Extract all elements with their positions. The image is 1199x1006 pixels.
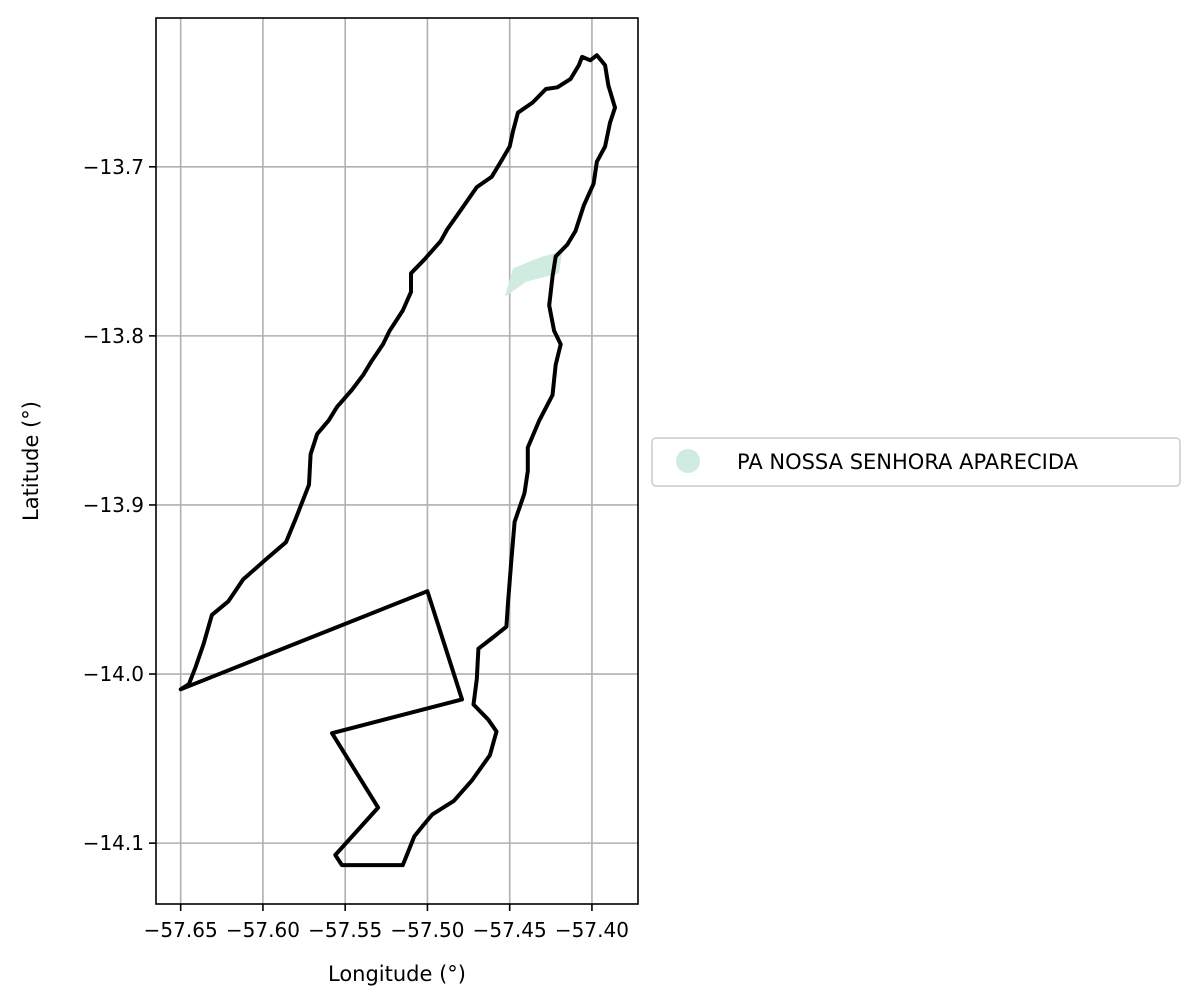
map-shapes xyxy=(178,53,617,868)
x-tick-label: −57.50 xyxy=(390,918,464,942)
x-tick-label: −57.65 xyxy=(144,918,218,942)
y-tick-label: −13.9 xyxy=(83,493,144,517)
settlement-polygon xyxy=(504,251,563,297)
y-tick-label: −14.0 xyxy=(83,662,144,686)
axis-ticks xyxy=(149,165,593,911)
y-tick-label: −13.8 xyxy=(83,324,144,348)
legend-box xyxy=(651,437,1181,487)
x-tick-label: −57.60 xyxy=(226,918,300,942)
plot-area-frame xyxy=(155,17,639,905)
boundary-outline xyxy=(178,53,617,868)
legend-label: PA NOSSA SENHORA APARECIDA xyxy=(737,450,1079,474)
legend: PA NOSSA SENHORA APARECIDA xyxy=(651,437,1181,487)
legend-marker xyxy=(676,449,700,473)
y-tick-label: −14.1 xyxy=(83,831,144,855)
x-tick-label: −57.45 xyxy=(473,918,547,942)
x-axis-label: Longitude (°) xyxy=(328,962,466,986)
grid-lines xyxy=(156,18,638,904)
axis-tick-labels: −57.65 −57.60 −57.55 −57.50 −57.45 −57.40 −13.… xyxy=(83,155,629,942)
y-axis-label: Latitude (°) xyxy=(19,401,43,521)
y-tick-label: −13.7 xyxy=(83,155,144,179)
x-tick-label: −57.55 xyxy=(308,918,382,942)
x-tick-label: −57.40 xyxy=(555,918,629,942)
